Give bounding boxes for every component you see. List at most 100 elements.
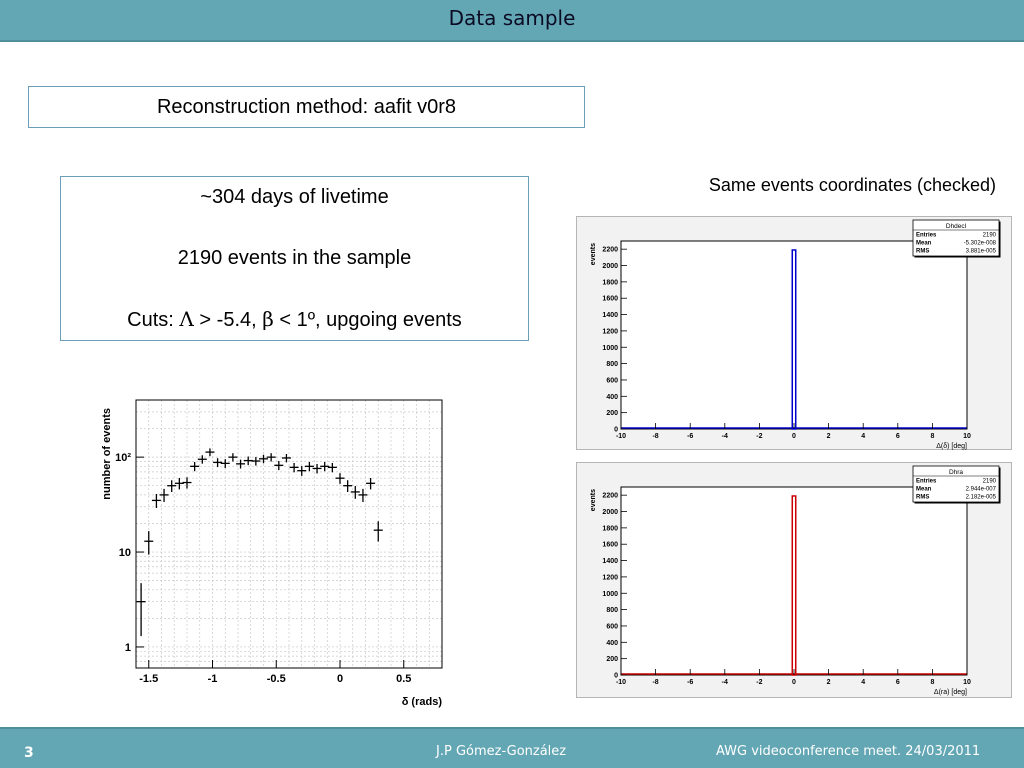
reconstruction-method-text: Reconstruction method: aafit v0r8 [156,96,457,118]
y-tick-label: 10 [119,547,131,559]
footer-event: AWG videoconference meet. 24/03/2011 [716,744,981,759]
stats-label: Mean [916,241,932,247]
page-number: 3 [24,745,34,761]
stats-title: Dhra [949,469,963,476]
y-tick-label: 400 [606,640,618,647]
cuts-text: Cuts: Λ > -5.4, β < 1º, upgoing events [61,307,528,332]
coordinates-caption: Same events coordinates (checked) [708,175,996,195]
stats-value: 2.182e-005 [966,495,997,501]
y-tick-label: 1600 [602,542,618,549]
histogram-frame [620,240,968,430]
declination-plot-svg: -1.5 -1 -0.5 0 0.5 1 10 10² δ (rads) number of ev… [101,399,443,708]
x-tick-label: -1.5 [139,673,158,685]
y-axis-label: events [590,489,597,511]
x-tick-label: 2 [827,433,831,440]
x-tick-label: -6 [687,433,693,440]
reconstruction-method-box: Reconstruction method: aafit v0r8 [28,86,585,128]
y-tick-label: 1000 [602,591,618,598]
x-tick-label: 10 [963,433,971,440]
x-tick-label: -8 [652,433,658,440]
slide-title: Data sample [448,6,576,30]
stats-value: 2190 [983,479,997,485]
x-tick-label: 4 [861,433,865,440]
y-tick-label: 2000 [602,263,618,270]
declination-distribution-plot: -1.5 -1 -0.5 0 0.5 1 10 10² δ (rads) number of ev… [96,392,452,716]
y-tick-label: 1800 [602,279,618,286]
stats-label: Entries [916,233,937,239]
x-tick-label: -1 [208,673,218,685]
stats-box [912,219,1000,257]
y-tick-label: 1 [125,642,131,654]
livetime-text: ~304 days of livetime [200,186,389,208]
y-tick-label: 200 [606,656,618,663]
stats-title: Dhdecl [946,223,967,230]
y-tick-label: 400 [606,394,618,401]
stats-value: 2190 [983,233,997,239]
stats-value: -5.302e-008 [964,241,997,247]
delta-ra-histogram: -10 -8 -6 -4 -2 0 2 4 6 8 10 0 200 400 600 800 1000 1200 1… [590,465,1001,696]
footer-author: J.P Gómez-González [436,744,567,759]
x-tick-label: -0.5 [267,673,286,685]
x-tick-label: -2 [756,433,762,440]
y-tick-label: 1400 [602,312,618,319]
x-tick-label: -2 [756,679,762,686]
stats-box [912,465,1000,503]
x-tick-label: 6 [896,679,900,686]
x-tick-label: 4 [861,679,865,686]
x-tick-label: 2 [827,679,831,686]
y-tick-label: 200 [606,410,618,417]
y-tick-label: 1600 [602,296,618,303]
cuts-suffix: < 1º, upgoing events [273,309,462,331]
x-axis-label: Δ(δ) [deg] [936,443,967,450]
histogram-frame [620,486,968,676]
x-axis-label: Δ(ra) [deg] [934,689,967,696]
events-count-text: 2190 events in the sample [177,247,412,269]
stats-value: 3.881e-005 [966,249,997,255]
y-tick-label: 2200 [602,493,618,500]
y-tick-label: 1800 [602,525,618,532]
y-tick-label: 600 [606,623,618,630]
y-tick-label: 800 [606,361,618,368]
y-tick-label: 600 [606,377,618,384]
y-tick-label: 800 [606,607,618,614]
lambda-symbol: Λ [179,307,194,331]
y-axis-label: events [590,243,597,265]
x-tick-label: -10 [616,433,626,440]
y-tick-label: 2000 [602,509,618,516]
y-tick-label: 10² [115,452,131,464]
plot-frame [135,399,443,669]
cuts-prefix: Cuts: [127,309,180,331]
x-tick-label: 0 [792,433,796,440]
x-tick-label: 6 [896,433,900,440]
footer-bar: 3 J.P Gómez-González AWG videoconference… [0,727,1024,768]
x-tick-label: -10 [616,679,626,686]
y-tick-label: 1400 [602,558,618,565]
y-tick-label: 0 [614,673,618,680]
delta-declination-panel: -10 -8 -6 -4 -2 0 2 4 6 8 10 0 200 400 600 800 1000 1200 1… [576,216,1012,450]
x-tick-label: 8 [930,433,934,440]
stats-label: Entries [916,479,937,485]
x-tick-label: -8 [652,679,658,686]
sample-info-box: ~304 days of livetime 2190 events in the… [60,176,529,341]
x-tick-label: -6 [687,679,693,686]
stats-label: Mean [916,487,932,493]
y-tick-label: 1200 [602,328,618,335]
y-tick-label: 0 [614,427,618,434]
y-tick-label: 1200 [602,574,618,581]
x-tick-label: 8 [930,679,934,686]
x-tick-label: 0 [792,679,796,686]
x-axis-label: δ (rads) [402,696,443,708]
x-tick-label: 0.5 [396,673,411,685]
delta-ra-panel: -10 -8 -6 -4 -2 0 2 4 6 8 10 0 200 400 600 800 1000 1200 1… [576,462,1012,698]
x-tick-label: -4 [722,433,728,440]
y-tick-label: 2200 [602,247,618,254]
stats-label: RMS [916,249,929,255]
stats-label: RMS [916,495,929,501]
x-tick-label: -4 [722,679,728,686]
cuts-middle: > -5.4, [193,309,263,331]
beta-symbol: β [262,307,274,331]
x-tick-label: 10 [963,679,971,686]
delta-declination-histogram: -10 -8 -6 -4 -2 0 2 4 6 8 10 0 200 400 600 800 1000 1200 1… [590,219,1001,450]
x-tick-label: 0 [337,673,343,685]
y-axis-label: number of events [101,408,113,500]
